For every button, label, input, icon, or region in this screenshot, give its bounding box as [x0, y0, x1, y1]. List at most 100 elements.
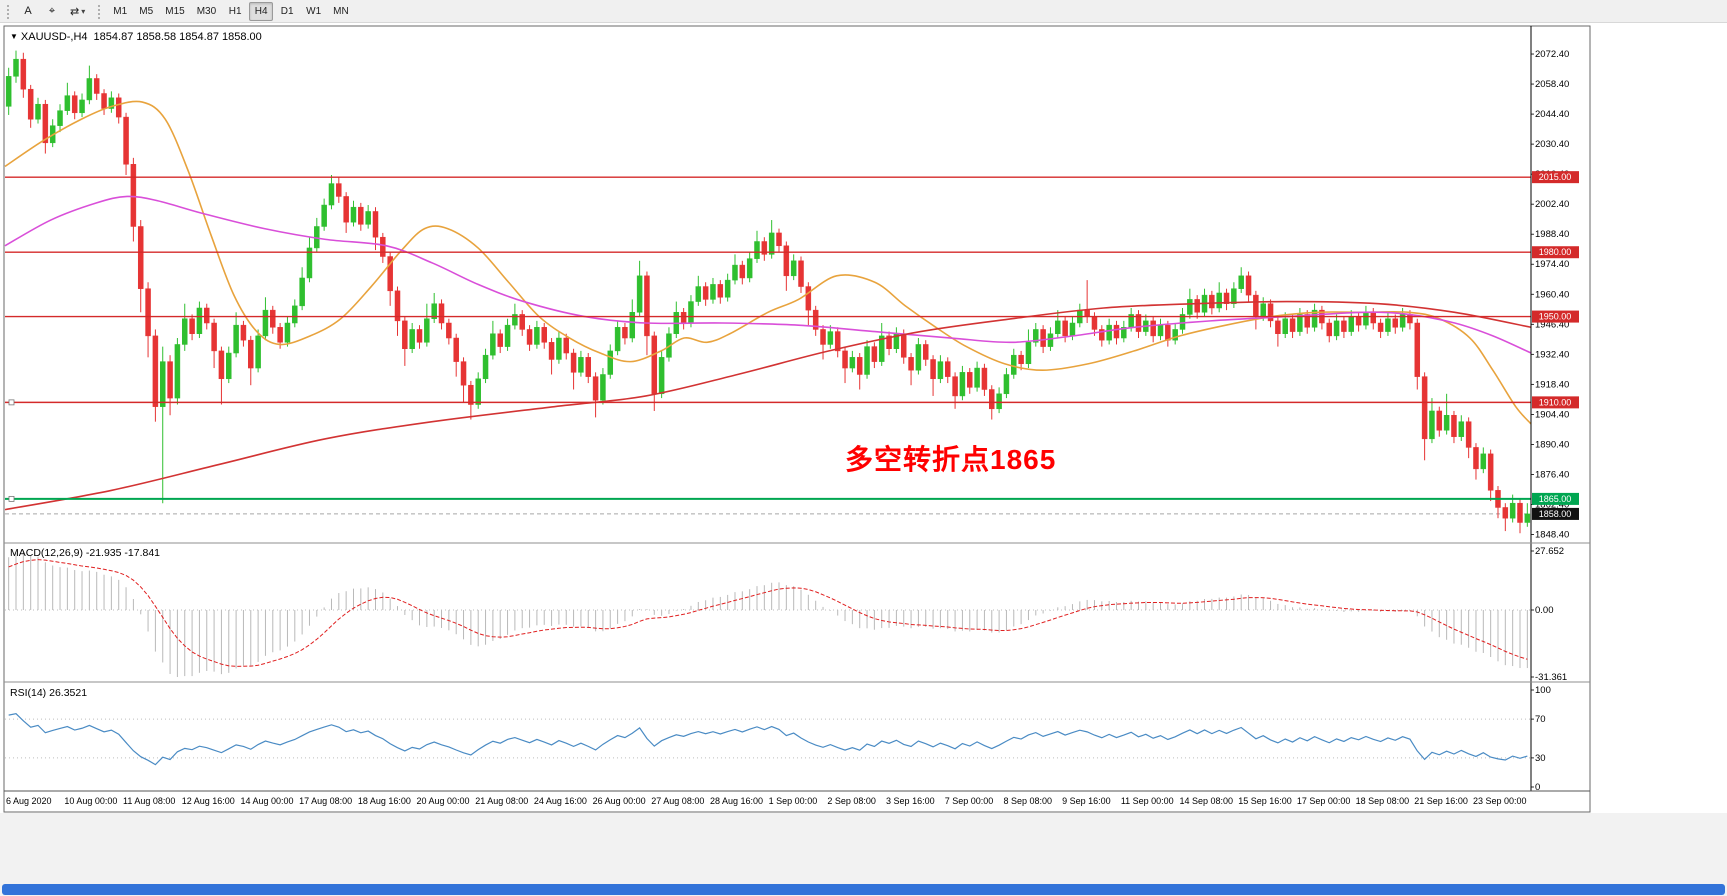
candle-body — [820, 329, 826, 345]
candle-body — [365, 211, 371, 225]
candle-body — [204, 307, 210, 324]
candle-body — [460, 361, 467, 386]
price-axis-label: 1918.40 — [1535, 379, 1569, 390]
candle-body — [1091, 316, 1098, 330]
candle-body — [702, 286, 709, 300]
candle-body — [981, 367, 988, 390]
candle-body — [321, 204, 327, 227]
price-axis-label: 1904.40 — [1535, 409, 1569, 420]
candle-body — [886, 335, 892, 350]
candle-body — [358, 206, 364, 225]
timeframe-button-m1[interactable]: M1 — [108, 2, 132, 21]
candle-body — [1407, 314, 1413, 324]
candle-body — [64, 95, 71, 111]
candle-body — [218, 350, 225, 380]
candle-body — [270, 309, 276, 328]
candle-body — [600, 374, 606, 401]
candle-body — [1443, 414, 1450, 431]
toolbar-grip[interactable] — [6, 3, 10, 19]
timeframe-button-w1[interactable]: W1 — [301, 2, 326, 21]
candle-body — [1245, 275, 1252, 296]
price-axis-label: 2002.40 — [1535, 199, 1569, 210]
candle-body — [1209, 294, 1215, 309]
candle-body — [1011, 354, 1017, 375]
candle-body — [93, 78, 100, 94]
candle-body — [108, 97, 115, 109]
timeframe-button-mn[interactable]: MN — [328, 2, 354, 21]
cycle-dropdown-button[interactable]: ⇄ ▾ — [65, 2, 90, 21]
chart-text-annotation[interactable]: 多空转折点1865 — [845, 444, 1057, 475]
price-axis-label: 1946.40 — [1535, 319, 1569, 330]
time-axis-label: 2 Sep 08:00 — [827, 796, 876, 806]
candle-body — [1289, 318, 1296, 332]
candle-body — [996, 393, 1002, 410]
time-axis-label: 17 Aug 08:00 — [299, 796, 352, 806]
macd-indicator-label: MACD(12,26,9) -21.935 -17.841 — [10, 547, 160, 559]
caret-down-icon: ▾ — [81, 6, 86, 16]
candle-body — [1194, 299, 1200, 313]
time-axis-label: 21 Aug 08:00 — [475, 796, 528, 806]
toolbar-grip[interactable] — [97, 3, 102, 19]
candle-body — [783, 245, 790, 277]
candle-body — [754, 241, 760, 259]
candle-body — [834, 331, 841, 352]
candle-body — [710, 284, 716, 300]
line-handle[interactable] — [8, 495, 15, 502]
crosshair-button[interactable]: ⌖ — [41, 2, 63, 21]
candle-body — [1084, 309, 1090, 317]
candle-body — [13, 58, 19, 77]
candle-body — [1150, 320, 1156, 337]
candle-body — [1414, 322, 1421, 377]
candle-body — [1275, 320, 1281, 334]
timeframe-button-m30[interactable]: M30 — [192, 2, 221, 21]
font-button[interactable]: A — [17, 2, 39, 21]
candle-body — [1429, 410, 1435, 440]
candle-body — [262, 309, 269, 337]
candle-body — [534, 327, 540, 345]
price-axis-label: 1974.40 — [1535, 259, 1569, 270]
candle-body — [930, 359, 936, 380]
timeframe-button-m15[interactable]: M15 — [160, 2, 189, 21]
candle-body — [1231, 288, 1237, 304]
candle-body — [856, 357, 863, 375]
price-axis-label: 2058.40 — [1535, 79, 1569, 90]
candle-body — [732, 264, 738, 281]
time-axis-label: 10 Aug 00:00 — [64, 796, 117, 806]
price-tag — [1532, 310, 1579, 323]
timeframe-button-h1[interactable]: H1 — [223, 2, 247, 21]
candle-body — [746, 258, 753, 279]
candle-body — [1282, 318, 1288, 334]
mid-ma — [4, 195, 1532, 354]
candle-body — [578, 357, 584, 373]
candle-body — [526, 329, 533, 345]
candle-body — [1304, 314, 1310, 328]
candle-body — [196, 307, 203, 334]
price-tag — [1532, 396, 1579, 409]
macd-values: -21.935 -17.841 — [85, 547, 161, 559]
rsi-axis-label: 30 — [1535, 753, 1546, 764]
candle-body — [409, 329, 415, 350]
line-handle[interactable] — [8, 399, 15, 406]
price-tag — [1532, 507, 1579, 520]
candle-body — [1524, 513, 1531, 523]
timeframe-button-h4[interactable]: H4 — [249, 1, 274, 21]
collapse-arrow-icon[interactable]: ▼ — [10, 32, 18, 41]
candle-body — [607, 350, 614, 375]
candle-body — [101, 93, 107, 109]
candle-body — [402, 320, 408, 349]
price-tag-label: 1950.00 — [1539, 312, 1572, 322]
bottom-blue-bar — [2, 884, 1725, 895]
candle-body — [211, 322, 217, 352]
timeframe-button-d1[interactable]: D1 — [275, 2, 299, 21]
timeframe-button-m5[interactable]: M5 — [134, 2, 158, 21]
candle-body — [438, 303, 445, 324]
candle-body — [189, 318, 195, 334]
candle-body — [739, 264, 746, 279]
candle-body — [967, 372, 973, 388]
candle-body — [900, 333, 907, 358]
candle-body — [1465, 421, 1472, 448]
candle-body — [658, 357, 665, 395]
candle-body — [453, 337, 459, 362]
candle-body — [1106, 324, 1112, 341]
